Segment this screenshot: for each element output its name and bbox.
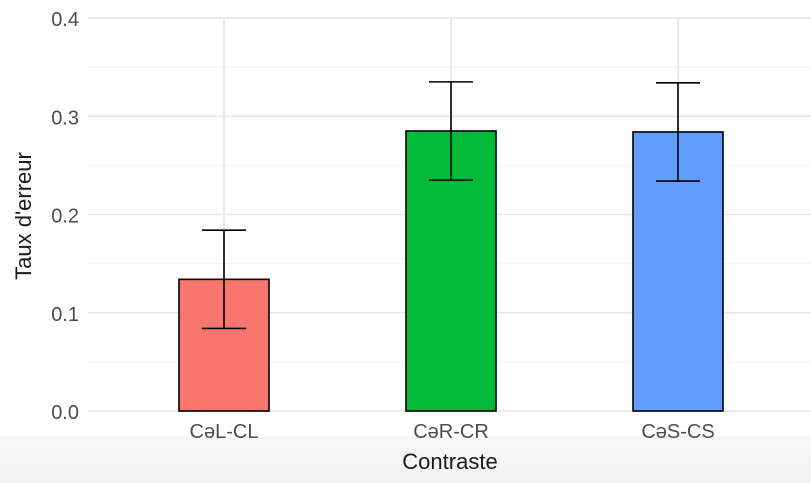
error-bar — [429, 81, 473, 181]
error-bar — [656, 82, 700, 182]
x-tick-label: CəR-CR — [413, 421, 489, 443]
bottom-shadow-band — [0, 436, 811, 483]
x-tick-labels: CəL-CL CəR-CR CəS-CS — [190, 421, 715, 443]
y-tick-label: 0.4 — [51, 9, 79, 31]
error-bar — [202, 229, 246, 330]
y-tick-label: 0.3 — [51, 107, 79, 129]
y-tick-label: 0.1 — [51, 304, 79, 326]
y-tick-label: 0.0 — [51, 402, 79, 424]
y-tick-label: 0.2 — [51, 206, 79, 228]
y-tick-labels: 0.0 0.1 0.2 0.3 0.4 — [51, 9, 79, 424]
x-axis-title: Contraste — [402, 449, 497, 474]
error-bars — [202, 81, 700, 330]
x-tick-label: CəS-CS — [641, 421, 714, 443]
x-tick-label: CəL-CL — [190, 421, 259, 443]
y-axis-title: Taux d'erreur — [11, 152, 36, 280]
bars — [178, 130, 724, 412]
